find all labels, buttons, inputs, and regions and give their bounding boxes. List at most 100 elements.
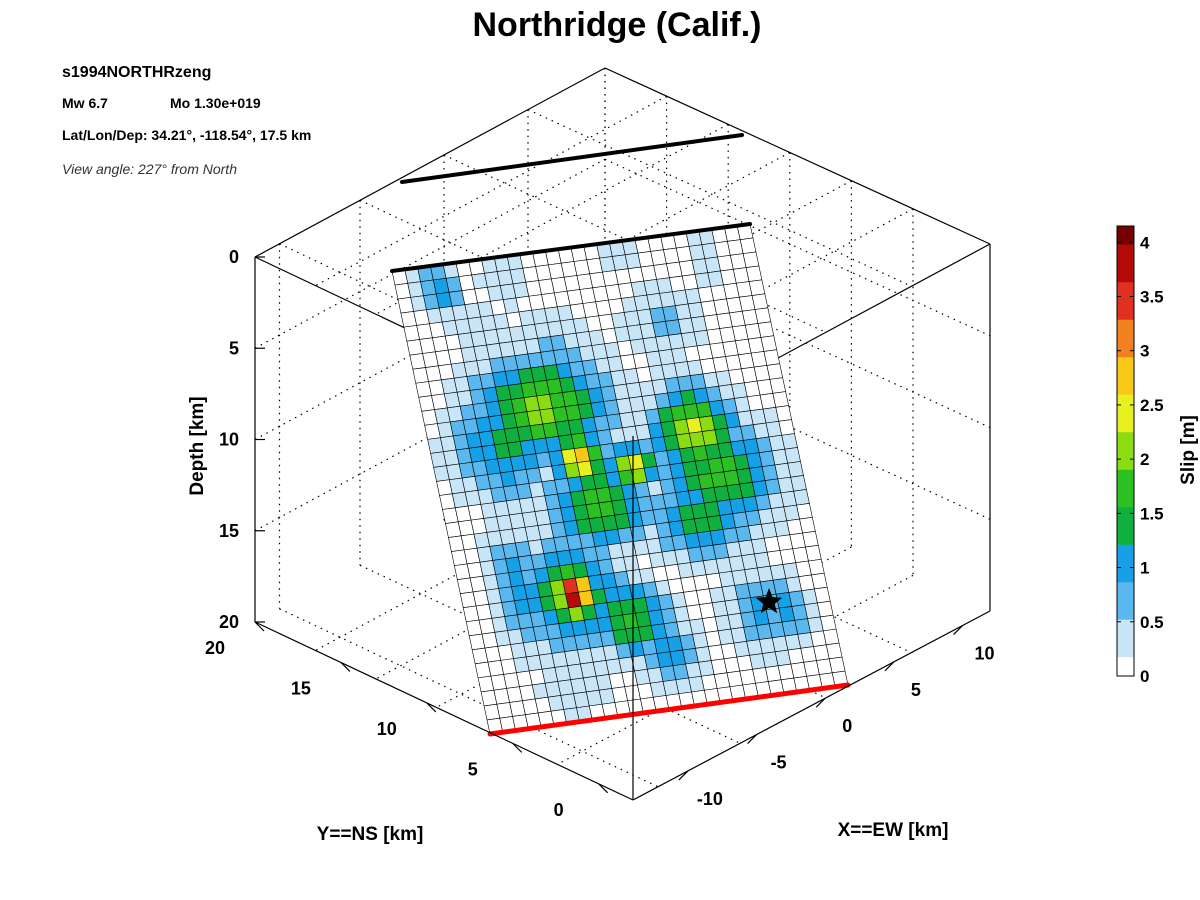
- colorbar-swatch: [1117, 638, 1134, 643]
- chart-title: Northridge (Calif.): [473, 6, 762, 44]
- colorbar-swatch: [1117, 409, 1134, 415]
- colorbar-swatch: [1117, 548, 1134, 553]
- colorbar-swatch: [1117, 653, 1134, 658]
- colorbar-swatch: [1117, 316, 1134, 321]
- colorbar-swatch: [1117, 293, 1134, 298]
- fault-cell: [772, 391, 789, 408]
- colorbar-tick-label: 0: [1140, 667, 1149, 686]
- colorbar-swatch: [1117, 267, 1134, 272]
- y-axis-label: Y==NS [km]: [317, 824, 424, 845]
- colorbar-tick-label: 3.5: [1140, 287, 1164, 306]
- colorbar-swatch: [1117, 649, 1134, 655]
- fault-cell: [796, 503, 813, 520]
- colorbar-swatch: [1117, 664, 1134, 670]
- y-tick-mark: [598, 783, 609, 794]
- fault-cell: [766, 363, 784, 380]
- colorbar-swatch: [1117, 514, 1134, 520]
- y-tick-label: 15: [291, 678, 311, 698]
- colorbar-swatch: [1117, 349, 1134, 355]
- colorbar-swatch: [1117, 541, 1134, 546]
- colorbar-swatch: [1117, 668, 1134, 673]
- box-edge: [254, 67, 606, 258]
- colorbar-swatch: [1117, 499, 1134, 505]
- depth-tick-label: 15: [219, 521, 239, 541]
- colorbar-swatch: [1117, 361, 1134, 366]
- depth-tick-label: 5: [229, 338, 239, 358]
- colorbar-swatch: [1117, 533, 1134, 538]
- axis-tick-labels: 0 5 10 15 20 0 5 10 15 20 -10 -5 0 5 10: [205, 247, 995, 820]
- x-tick-mark: [678, 770, 689, 781]
- fault-cell: [787, 461, 804, 478]
- fault-cell: [760, 335, 778, 352]
- colorbar-swatch: [1117, 481, 1134, 486]
- colorbar-swatch: [1117, 357, 1134, 362]
- colorbar-frame: [1116, 225, 1135, 677]
- colorbar-swatch: [1117, 428, 1134, 433]
- colorbar-swatch: [1117, 526, 1134, 531]
- y-tick-label: 0: [554, 800, 564, 820]
- colorbar-swatch: [1117, 286, 1134, 291]
- colorbar: 0 0.5 1 1.5 2 2.5 3 3.5 4: [1116, 225, 1164, 686]
- x-tick-label: 5: [911, 680, 921, 700]
- colorbar-swatch: [1117, 323, 1134, 328]
- colorbar-swatch: [1117, 462, 1134, 467]
- colorbar-swatch: [1117, 342, 1134, 347]
- colorbar-swatch: [1117, 484, 1134, 490]
- fault-cell: [805, 544, 822, 562]
- colorbar-swatch: [1117, 582, 1134, 587]
- colorbar-swatch: [1117, 301, 1134, 306]
- y-tick-label: 10: [377, 719, 397, 739]
- fault-cell: [822, 628, 840, 646]
- y-tick-mark: [512, 742, 523, 753]
- colorbar-swatch: [1117, 278, 1134, 283]
- colorbar-swatch: [1117, 473, 1134, 478]
- colorbar-swatch: [1117, 327, 1134, 332]
- colorbar-swatch: [1117, 256, 1134, 261]
- colorbar-swatch: [1117, 237, 1134, 242]
- colorbar-swatch: [1117, 432, 1134, 437]
- colorbar-swatch: [1117, 319, 1134, 325]
- x-tick-mark: [953, 625, 963, 635]
- fault-cell: [748, 279, 766, 296]
- colorbar-swatch: [1117, 608, 1134, 613]
- colorbar-swatch: [1117, 507, 1134, 512]
- colorbar-swatch: [1117, 518, 1134, 523]
- colorbar-tick-label: 1.5: [1140, 504, 1164, 523]
- fault-plane: [390, 133, 851, 737]
- floor-gridline: [279, 608, 659, 788]
- fault-top-trace: [390, 222, 752, 273]
- fault-cell: [799, 517, 816, 534]
- colorbar-swatch: [1117, 364, 1134, 370]
- colorbar-swatch: [1117, 248, 1134, 253]
- fault-cell: [751, 293, 769, 310]
- colorbar-swatch: [1117, 424, 1134, 430]
- axes-box-front: [254, 436, 991, 801]
- fault-cell: [778, 419, 795, 436]
- fault-cell: [739, 237, 757, 254]
- fault-cell: [793, 489, 810, 506]
- y-tick-mark: [254, 621, 265, 632]
- fault-cell: [828, 656, 846, 674]
- colorbar-swatch: [1117, 312, 1134, 317]
- colorbar-swatch: [1117, 439, 1134, 445]
- colorbar-swatch: [1117, 402, 1134, 407]
- colorbar-swatch: [1117, 447, 1134, 452]
- fault-cell: [757, 321, 775, 338]
- fault-cell: [775, 405, 792, 422]
- colorbar-swatch: [1117, 259, 1134, 265]
- colorbar-swatch: [1117, 631, 1134, 636]
- colorbar-swatch: [1117, 657, 1134, 662]
- colorbar-swatch: [1117, 574, 1134, 580]
- fault-cell: [820, 614, 837, 632]
- colorbar-swatch: [1117, 559, 1134, 565]
- colorbar-swatch: [1117, 331, 1134, 336]
- colorbar-swatch: [1117, 353, 1134, 358]
- fault-cell: [784, 447, 801, 464]
- colorbar-swatch: [1117, 229, 1134, 235]
- colorbar-swatch: [1117, 571, 1134, 576]
- colorbar-swatch: [1117, 604, 1134, 610]
- box-edge: [604, 67, 991, 245]
- colorbar-swatch: [1117, 563, 1134, 568]
- colorbar-swatch: [1117, 496, 1134, 501]
- depth-tick-label: 20: [219, 612, 239, 632]
